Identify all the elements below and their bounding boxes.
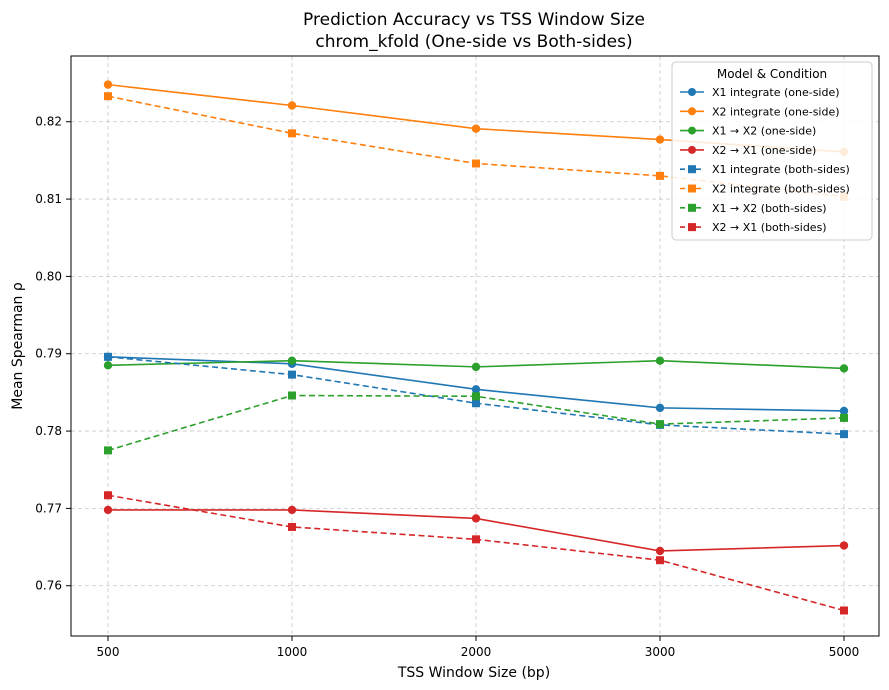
data-point — [472, 159, 480, 168]
data-point — [839, 541, 849, 550]
data-point — [472, 399, 480, 408]
axis-ticks: 500 1000 2000 3000 5000 0.76 0.77 0.78 0.79 0.80 0… — [35, 115, 859, 659]
data-point — [287, 101, 297, 110]
legend-item: X1 integrate (both-sides) — [680, 163, 850, 176]
legend: Model & Condition X1 integrate (one-side… — [671, 61, 873, 241]
legend-item: X2 → X1 (one-side) — [680, 144, 816, 157]
legend-marker — [688, 145, 696, 154]
plot-area-frame — [70, 55, 880, 637]
series-7 — [104, 391, 848, 455]
data-point — [104, 92, 112, 101]
legend-items: X1 integrate (one-side) X2 integrate (one… — [680, 86, 850, 234]
chart-title: Prediction Accuracy vs TSS Window Size — [303, 10, 645, 30]
series-3 — [103, 356, 849, 373]
y-tick-label: 0.78 — [35, 424, 62, 438]
legend-marker — [688, 223, 696, 232]
data-point — [288, 129, 296, 138]
legend-label: X2 integrate (both-sides) — [712, 183, 850, 196]
legend-label: X2 → X1 (one-side) — [712, 144, 816, 157]
y-tick-label: 0.79 — [35, 347, 62, 361]
legend-item: X2 → X1 (both-sides) — [680, 221, 827, 234]
legend-label: X2 → X1 (both-sides) — [712, 221, 827, 234]
data-point — [840, 413, 848, 422]
y-tick-label: 0.81 — [35, 192, 62, 206]
data-point — [288, 391, 296, 400]
legend-marker — [688, 126, 696, 135]
x-axis-label: TSS Window Size (bp) — [397, 665, 550, 681]
legend-item: X2 integrate (one-side) — [680, 105, 840, 118]
x-tick-label: 2000 — [461, 645, 492, 659]
x-tick-label: 500 — [97, 645, 120, 659]
x-tick-label: 1000 — [277, 645, 308, 659]
data-point — [471, 124, 481, 133]
legend-label: X1 → X2 (one-side) — [712, 125, 816, 138]
data-point — [839, 364, 849, 373]
data-point — [471, 385, 481, 394]
legend-label: X1 integrate (both-sides) — [712, 163, 850, 176]
legend-label: X2 integrate (one-side) — [712, 105, 840, 118]
data-point — [655, 546, 665, 556]
data-point — [471, 514, 481, 523]
legend-marker — [688, 184, 696, 193]
data-point — [655, 135, 665, 144]
data-point — [472, 535, 480, 544]
data-point — [656, 171, 664, 180]
y-tick-label: 0.76 — [35, 579, 62, 593]
legend-label: X1 integrate (one-side) — [712, 86, 840, 99]
legend-item: X1 → X2 (both-sides) — [680, 202, 827, 215]
x-tick-label: 3000 — [645, 645, 676, 659]
y-tick-label: 0.77 — [35, 501, 62, 515]
chart-subtitle: chrom_kfold (One-side vs Both-sides) — [315, 32, 632, 52]
legend-marker — [688, 165, 696, 174]
data-point — [288, 370, 296, 379]
data-point — [471, 362, 481, 372]
data-point — [103, 80, 113, 89]
data-point — [840, 606, 848, 615]
legend-item: X1 → X2 (one-side) — [680, 125, 816, 138]
series-8 — [104, 491, 848, 615]
data-point — [287, 356, 297, 365]
legend-marker — [688, 107, 696, 116]
legend-marker — [688, 203, 696, 212]
data-point — [104, 491, 112, 500]
data-point — [656, 420, 664, 429]
data-point — [472, 392, 480, 401]
data-point — [103, 361, 113, 370]
x-tick-label: 5000 — [829, 645, 860, 659]
y-tick-label: 0.82 — [35, 115, 62, 129]
legend-marker — [688, 88, 696, 96]
legend-label: X1 → X2 (both-sides) — [712, 202, 827, 215]
data-point — [655, 403, 665, 413]
y-tick-label: 0.80 — [35, 269, 62, 283]
legend-item: X1 integrate (one-side) — [680, 86, 840, 99]
data-point — [839, 406, 849, 416]
data-point — [103, 505, 113, 515]
y-axis-label: Mean Spearman ρ — [10, 282, 26, 410]
legend-box — [671, 61, 873, 241]
data-point — [104, 446, 112, 455]
data-point — [655, 356, 665, 365]
series-4 — [103, 505, 849, 556]
legend-item: X2 integrate (both-sides) — [680, 183, 850, 196]
data-point — [104, 352, 112, 361]
legend-title: Model & Condition — [717, 67, 827, 81]
data-point — [656, 556, 664, 565]
data-point — [288, 522, 296, 531]
data-point — [840, 430, 848, 439]
data-point — [287, 505, 297, 515]
grid-lines — [71, 56, 879, 636]
